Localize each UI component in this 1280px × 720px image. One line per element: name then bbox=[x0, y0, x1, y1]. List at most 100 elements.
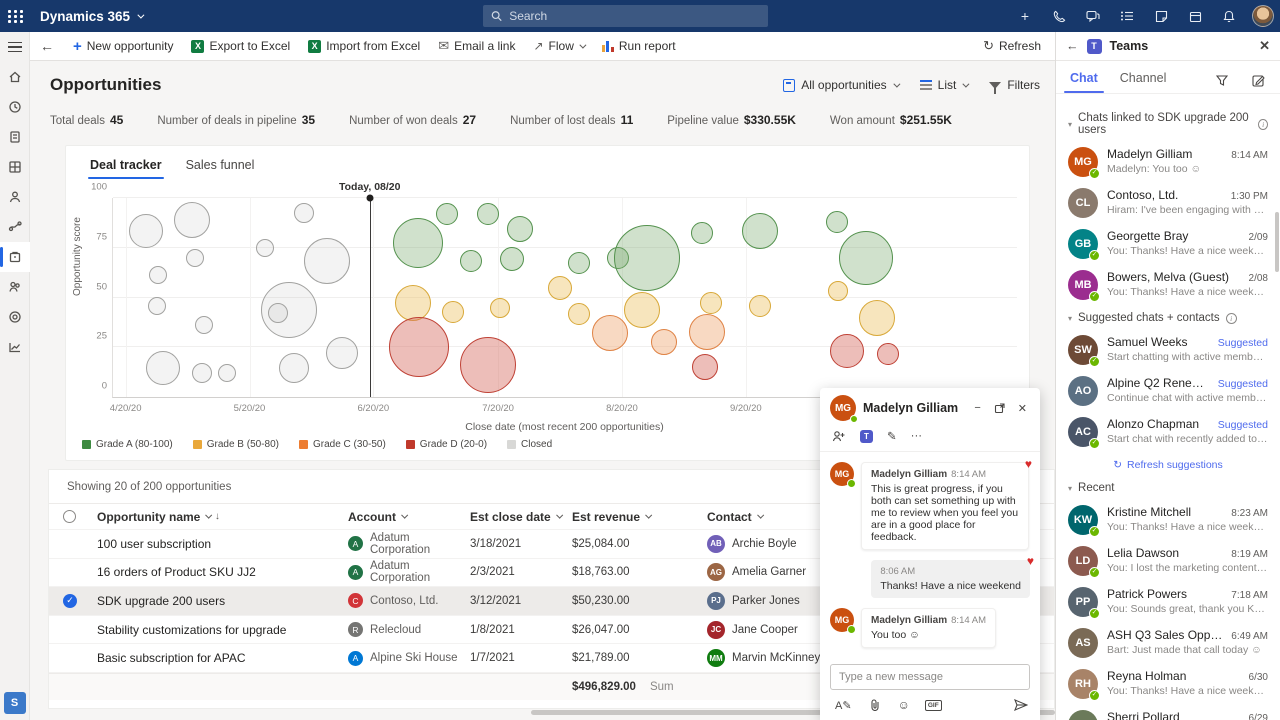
add-people-icon[interactable] bbox=[832, 430, 846, 442]
chat-section-header[interactable]: ▾Suggested chats + contactsi bbox=[1056, 305, 1280, 329]
minimize-icon[interactable]: − bbox=[971, 402, 983, 414]
panel-close-icon[interactable]: ✕ bbox=[1259, 38, 1270, 54]
chat-list-item[interactable]: AC✓ Alonzo ChapmanSuggested Start chat w… bbox=[1056, 411, 1280, 452]
data-bubble[interactable] bbox=[256, 239, 274, 257]
data-bubble[interactable] bbox=[460, 337, 516, 393]
opportunities-icon-selected[interactable] bbox=[0, 242, 30, 272]
home-icon[interactable] bbox=[0, 62, 30, 92]
data-bubble[interactable] bbox=[507, 216, 533, 242]
data-bubble[interactable] bbox=[568, 303, 590, 325]
data-bubble[interactable] bbox=[146, 351, 180, 385]
teams-logo-icon[interactable]: T bbox=[860, 430, 873, 443]
data-bubble[interactable] bbox=[839, 231, 893, 285]
sticky-note-icon[interactable] bbox=[1144, 0, 1178, 32]
import-from-excel-button[interactable]: XImport from Excel bbox=[299, 32, 429, 60]
pinned-icon[interactable] bbox=[0, 122, 30, 152]
more-options-icon[interactable]: ··· bbox=[911, 430, 923, 442]
send-icon[interactable] bbox=[1014, 699, 1028, 711]
data-bubble[interactable] bbox=[651, 329, 677, 355]
format-icon[interactable]: A✎ bbox=[832, 699, 855, 712]
app-launcher-waffle-icon[interactable] bbox=[0, 0, 32, 32]
data-bubble[interactable] bbox=[148, 297, 166, 315]
data-bubble[interactable] bbox=[692, 354, 718, 380]
flow-button[interactable]: ↗Flow bbox=[524, 32, 592, 60]
data-bubble[interactable] bbox=[304, 238, 350, 284]
data-bubble[interactable] bbox=[490, 298, 510, 318]
row-selected-checkbox[interactable]: ✓ bbox=[63, 594, 77, 608]
task-list-icon[interactable] bbox=[1110, 0, 1144, 32]
pop-out-icon[interactable] bbox=[991, 403, 1008, 414]
data-bubble[interactable] bbox=[442, 301, 464, 323]
leads-icon[interactable] bbox=[0, 212, 30, 242]
edit-pencil-icon[interactable]: ✎ bbox=[887, 429, 897, 443]
recent-icon[interactable] bbox=[0, 92, 30, 122]
chat-list-item[interactable]: RH✓ Reyna Holman6/30 You: Thanks! Have a… bbox=[1056, 663, 1280, 704]
chat-list-item[interactable]: SP✓ Sherri Pollard6/29 You: Where are we… bbox=[1056, 704, 1280, 720]
chat-list-item[interactable]: LD✓ Lelia Dawson8:19 AM You: I lost the … bbox=[1056, 540, 1280, 581]
data-bubble[interactable] bbox=[294, 203, 314, 223]
data-bubble[interactable] bbox=[192, 363, 212, 383]
data-bubble[interactable] bbox=[826, 211, 848, 233]
run-report-button[interactable]: Run report bbox=[593, 32, 685, 60]
data-bubble[interactable] bbox=[268, 303, 288, 323]
refresh-suggestions-link[interactable]: ↻Refresh suggestions bbox=[1056, 452, 1280, 475]
data-bubble[interactable] bbox=[389, 317, 449, 377]
data-bubble[interactable] bbox=[624, 292, 660, 328]
export-to-excel-button[interactable]: XExport to Excel bbox=[182, 32, 299, 60]
chat-list-item[interactable]: SW✓ Samuel WeeksSuggested Start chatting… bbox=[1056, 329, 1280, 370]
gif-icon[interactable]: GIF bbox=[925, 700, 942, 711]
data-bubble[interactable] bbox=[393, 218, 443, 268]
data-bubble[interactable] bbox=[186, 249, 204, 267]
data-bubble[interactable] bbox=[218, 364, 236, 382]
data-bubble[interactable] bbox=[174, 202, 210, 238]
emoji-icon[interactable]: ☺ bbox=[895, 698, 913, 712]
data-bubble[interactable] bbox=[700, 292, 722, 314]
data-bubble[interactable] bbox=[279, 353, 309, 383]
data-bubble[interactable] bbox=[828, 281, 848, 301]
data-bubble[interactable] bbox=[742, 213, 778, 249]
data-bubble[interactable] bbox=[477, 203, 499, 225]
calendar-icon[interactable] bbox=[1178, 0, 1212, 32]
data-bubble[interactable] bbox=[149, 266, 167, 284]
heart-reaction-icon[interactable]: ♥ bbox=[1025, 457, 1032, 471]
app-name[interactable]: Dynamics 365 bbox=[40, 9, 142, 24]
data-bubble[interactable] bbox=[614, 225, 680, 291]
chat-list-item[interactable]: AO Alpine Q2 Renewal OpportunitySuggeste… bbox=[1056, 370, 1280, 411]
chat-list-item[interactable]: MG✓ Madelyn Gilliam8:14 AM Madelyn: You … bbox=[1056, 141, 1280, 182]
data-bubble[interactable] bbox=[877, 343, 899, 365]
filter-icon[interactable] bbox=[1213, 75, 1231, 86]
notifications-bell-icon[interactable] bbox=[1212, 0, 1246, 32]
data-bubble[interactable] bbox=[436, 203, 458, 225]
chat-list-item[interactable]: AS ASH Q3 Sales Opportunity6:49 AM Bart:… bbox=[1056, 622, 1280, 663]
data-bubble[interactable] bbox=[326, 337, 358, 369]
chat-list-item[interactable]: CL Contoso, Ltd.1:30 PM Hiram: I've been… bbox=[1056, 182, 1280, 223]
layout-selector[interactable]: List bbox=[920, 78, 968, 92]
new-opportunity-button[interactable]: +New opportunity bbox=[64, 32, 182, 60]
panel-back-arrow-icon[interactable]: ← bbox=[1066, 39, 1079, 53]
tab-chat[interactable]: Chat bbox=[1068, 67, 1100, 93]
data-bubble[interactable] bbox=[548, 276, 572, 300]
refresh-button[interactable]: ↻Refresh bbox=[969, 38, 1055, 54]
chat-list-item[interactable]: GB✓ Georgette Bray2/09 You: Thanks! Have… bbox=[1056, 223, 1280, 264]
chat-list-item[interactable]: KW✓ Kristine Mitchell8:23 AM You: Thanks… bbox=[1056, 499, 1280, 540]
search-input[interactable] bbox=[509, 9, 760, 23]
data-bubble[interactable] bbox=[859, 300, 895, 336]
chat-icon[interactable] bbox=[1076, 0, 1110, 32]
filters-button[interactable]: Filters bbox=[989, 78, 1040, 92]
email-a-link-button[interactable]: ✉Email a link bbox=[429, 32, 524, 60]
marketing-icon[interactable] bbox=[0, 302, 30, 332]
user-avatar[interactable] bbox=[1246, 0, 1280, 32]
column-header-est-revenue[interactable]: Est revenue bbox=[572, 510, 707, 524]
data-bubble[interactable] bbox=[691, 222, 713, 244]
chat-list-item[interactable]: MB✓ Bowers, Melva (Guest)2/08 You: Thank… bbox=[1056, 264, 1280, 305]
data-bubble[interactable] bbox=[129, 214, 163, 248]
data-bubble[interactable] bbox=[500, 247, 524, 271]
view-selector[interactable]: All opportunities bbox=[783, 78, 897, 92]
data-bubble[interactable] bbox=[568, 252, 590, 274]
phone-icon[interactable] bbox=[1042, 0, 1076, 32]
data-bubble[interactable] bbox=[689, 314, 725, 350]
bubble-chart-plot[interactable]: 02550751004/20/205/20/206/20/207/20/208/… bbox=[112, 198, 1017, 398]
panel-scrollbar[interactable] bbox=[1275, 212, 1279, 272]
column-header-est-close-date[interactable]: Est close date bbox=[470, 510, 572, 524]
dashboards-icon[interactable] bbox=[0, 152, 30, 182]
